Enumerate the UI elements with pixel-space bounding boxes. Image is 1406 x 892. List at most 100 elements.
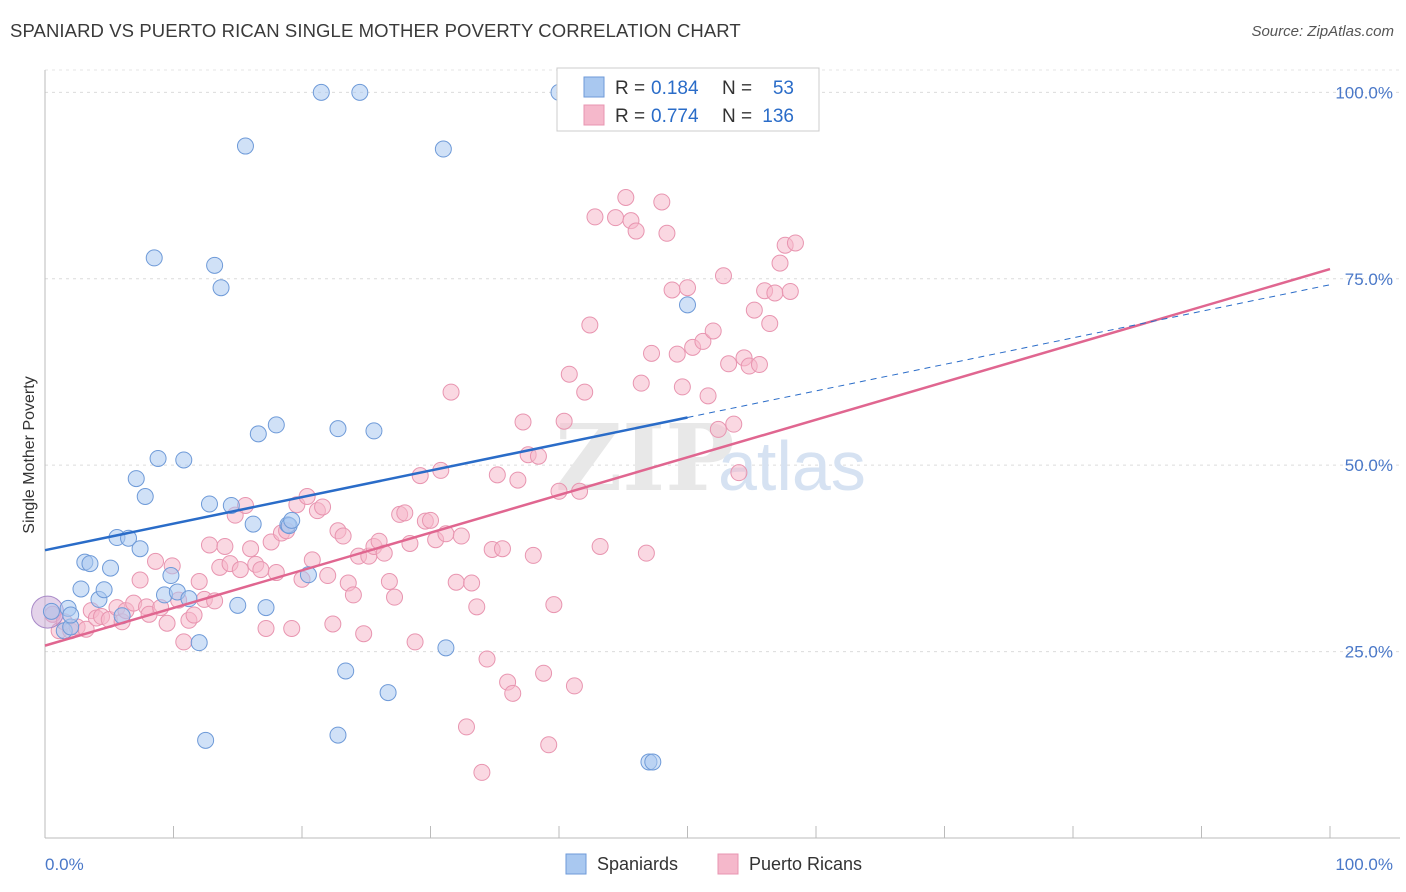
data-point [607, 209, 625, 227]
data-point [236, 137, 254, 155]
data-point [643, 344, 661, 362]
data-point [447, 573, 465, 591]
data-point [658, 224, 676, 242]
data-point [524, 546, 542, 564]
data-point [668, 345, 686, 363]
data-point [380, 573, 398, 591]
puerto-ricans-trend-line [44, 267, 1331, 647]
data-point [337, 662, 355, 680]
data-point [437, 639, 455, 657]
trend-lines [44, 267, 1331, 647]
x-tick-label-max: 100.0% [1335, 855, 1393, 874]
legend-r-value: 0.184 [651, 78, 699, 99]
data-point [468, 598, 486, 616]
data-point [750, 356, 768, 374]
spaniards-trend-extension [687, 284, 1331, 418]
data-point [504, 684, 522, 702]
data-point [229, 596, 247, 614]
data-point [351, 83, 369, 101]
data-point [242, 540, 260, 558]
data-point [560, 365, 578, 383]
data-point [252, 561, 270, 579]
data-point [212, 279, 230, 297]
data-point [781, 282, 799, 300]
data-point [131, 571, 149, 589]
y-tick-label: 25.0% [1345, 643, 1393, 662]
data-point [488, 466, 506, 484]
data-point [324, 615, 342, 633]
data-point [714, 267, 732, 285]
data-point [72, 580, 90, 598]
data-point [422, 511, 439, 529]
data-point [244, 515, 262, 533]
data-point [386, 588, 404, 606]
data-point [257, 599, 275, 617]
data-point [131, 540, 149, 558]
legend-box: R = 0.184 N = 53 R = 0.774 N = 136 [556, 67, 820, 132]
source-label: Source: ZipAtlas.com [1251, 23, 1394, 40]
data-point [158, 614, 176, 632]
legend-n-label: N = [722, 106, 752, 127]
data-point [786, 234, 804, 252]
data-point [709, 420, 727, 438]
data-point [127, 470, 145, 488]
data-point [586, 208, 604, 226]
data-point [509, 471, 527, 489]
data-point [314, 498, 332, 516]
data-point [62, 606, 80, 624]
y-tick-label: 50.0% [1345, 456, 1393, 475]
x-tick-label-min: 0.0% [45, 855, 84, 874]
data-point [632, 374, 650, 392]
data-point [136, 488, 154, 506]
data-point [679, 279, 696, 297]
data-point [102, 559, 120, 577]
bottom-legend-label: Spaniards [597, 854, 678, 874]
data-point [344, 586, 362, 604]
data-point [149, 449, 167, 467]
data-point [95, 581, 113, 599]
bottom-legend-swatch [565, 853, 587, 875]
data-point [565, 677, 583, 695]
data-point [190, 634, 208, 652]
data-point [312, 83, 330, 101]
data-point [627, 222, 645, 240]
data-point [396, 504, 414, 522]
data-point [663, 281, 681, 299]
chart-title: SPANIARD VS PUERTO RICAN SINGLE MOTHER P… [10, 20, 741, 41]
spaniards-points [42, 83, 696, 771]
data-point [185, 606, 203, 624]
data-point [581, 316, 599, 334]
data-point [514, 413, 532, 431]
legend-n-value: 136 [762, 106, 794, 127]
data-point [365, 422, 383, 440]
tick-labels: 25.0% 50.0% 75.0% 100.0% 0.0% 100.0% [45, 83, 1393, 874]
data-point [617, 189, 635, 207]
data-point [745, 301, 763, 319]
data-point [452, 527, 470, 545]
data-point [699, 387, 717, 405]
spaniards-trend-line [44, 416, 688, 552]
bottom-legend-swatch [717, 853, 739, 875]
data-point [145, 249, 163, 267]
legend-swatch [583, 76, 605, 98]
data-point [704, 322, 722, 340]
data-point [249, 425, 267, 443]
data-point [283, 619, 301, 637]
data-point [540, 736, 558, 754]
legend-swatch [583, 104, 605, 126]
legend-n-label: N = [722, 78, 752, 99]
data-point [147, 552, 165, 570]
data-point [329, 726, 347, 744]
data-point [535, 664, 553, 682]
data-point [206, 256, 224, 274]
bottom-legend: Spaniards Puerto Ricans [565, 853, 862, 875]
data-point [434, 140, 452, 158]
data-point [162, 567, 180, 585]
data-point [283, 511, 301, 529]
y-axis-label: Single Mother Poverty [21, 376, 38, 533]
data-point [673, 378, 691, 396]
data-point [653, 193, 671, 211]
data-point [175, 633, 193, 651]
y-tick-label: 100.0% [1335, 83, 1393, 102]
